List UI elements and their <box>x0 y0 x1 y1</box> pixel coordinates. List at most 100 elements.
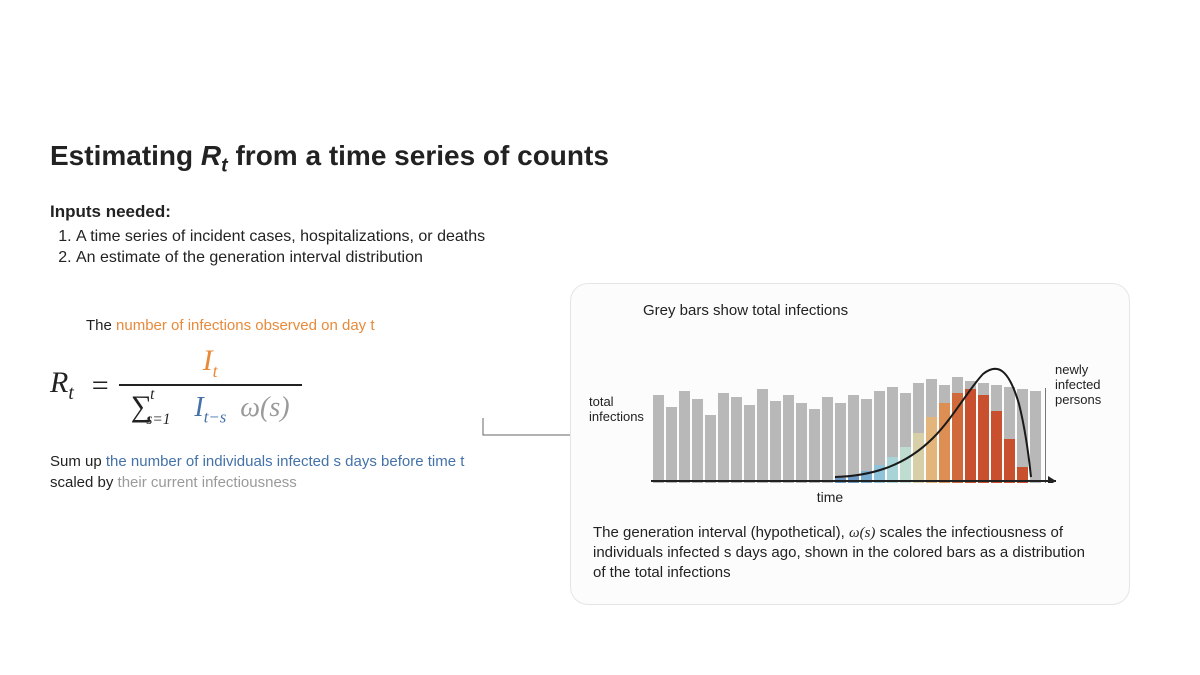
bar-grey <box>796 403 807 483</box>
eq-den-I: It−s <box>194 392 226 428</box>
bar-container <box>1030 391 1041 483</box>
eq-bottom-prefix: Sum up <box>50 453 106 470</box>
bar-container <box>1004 387 1015 483</box>
eq-equals: = <box>92 369 109 403</box>
bar-container <box>991 385 1002 483</box>
bar-container <box>887 387 898 483</box>
bar-container <box>952 377 963 483</box>
title-prefix: Estimating <box>50 140 201 171</box>
eq-num-sub: t <box>213 361 218 381</box>
bar-container <box>809 409 820 483</box>
eq-den-I-sub: t−s <box>204 407 227 426</box>
chart-caption: The generation interval (hypothetical), … <box>593 523 1093 584</box>
bar-row <box>653 377 1041 483</box>
bar-colored-overlay <box>861 471 872 483</box>
bar-container <box>796 403 807 483</box>
content-row: The number of infections observed on day… <box>50 283 1150 605</box>
title-suffix: from a time series of counts <box>228 140 609 171</box>
eq-top-prefix: The <box>86 317 116 334</box>
bar-colored-overlay <box>939 403 950 483</box>
chart-ylabel-right: newly infected persons <box>1055 363 1111 408</box>
bar-container <box>666 407 677 483</box>
inputs-item: A time series of incident cases, hospita… <box>76 226 1150 248</box>
bar-grey <box>1030 391 1041 483</box>
inputs-item: An estimate of the generation interval d… <box>76 247 1150 269</box>
chart-title: Grey bars show total infections <box>643 302 1107 319</box>
bar-colored-overlay <box>1004 439 1015 483</box>
bar-grey <box>783 395 794 483</box>
eq-lhs: Rt <box>50 366 74 405</box>
chart-area: total infections newly infected persons <box>593 333 1107 483</box>
inputs-list: A time series of incident cases, hospita… <box>76 226 1150 269</box>
bar-colored-overlay <box>887 457 898 483</box>
bar-colored-overlay <box>1017 467 1028 483</box>
eq-den-I-var: I <box>194 392 203 423</box>
bar-container <box>926 379 937 483</box>
bar-grey <box>770 401 781 483</box>
eq-lhs-var: R <box>50 366 68 399</box>
bar-container <box>848 395 859 483</box>
eq-sum: ∑ts=1 <box>131 390 181 424</box>
bar-container <box>783 395 794 483</box>
bar-grey <box>809 409 820 483</box>
bar-container <box>822 397 833 483</box>
bar-grey <box>731 397 742 483</box>
bar-colored-overlay <box>848 475 859 483</box>
bar-colored-overlay <box>952 393 963 483</box>
bar-container <box>692 399 703 483</box>
bar-grey <box>705 415 716 483</box>
bar-grey <box>679 391 690 483</box>
bar-grey <box>835 403 846 483</box>
bar-grey <box>822 397 833 483</box>
bar-grey <box>653 395 664 483</box>
bar-container <box>900 393 911 483</box>
bar-grey <box>848 395 859 483</box>
rt-equation: Rt = It ∑ts=1 It−s ω(s) <box>50 344 550 428</box>
eq-num-var: I <box>203 344 213 377</box>
bar-grey <box>744 405 755 483</box>
bar-colored-overlay <box>900 447 911 483</box>
caption-pre: The generation interval (hypothetical), <box>593 524 849 541</box>
bar-container <box>835 403 846 483</box>
equation-bottom-label: Sum up the number of individuals infecte… <box>50 451 470 493</box>
bar-grey <box>692 399 703 483</box>
chart-xlabel: time <box>553 489 1107 505</box>
inputs-heading: Inputs needed: <box>50 202 1150 222</box>
bar-colored-overlay <box>991 411 1002 483</box>
bar-container <box>874 391 885 483</box>
bar-container <box>1017 389 1028 483</box>
bar-container <box>679 391 690 483</box>
title-rt-var: R <box>201 140 221 171</box>
newly-infected-divider <box>1045 388 1046 483</box>
slide-container: Estimating Rt from a time series of coun… <box>0 0 1200 605</box>
bar-grey <box>718 393 729 483</box>
eq-bottom-mid: scaled by <box>50 474 118 491</box>
bar-container <box>731 397 742 483</box>
eq-bottom-grey: their current infectiousness <box>118 474 297 491</box>
slide-title: Estimating Rt from a time series of coun… <box>50 140 1150 178</box>
bar-colored-overlay <box>965 389 976 483</box>
bar-colored-overlay <box>874 465 885 483</box>
chart-card: Grey bars show total infections total in… <box>570 283 1130 605</box>
eq-bottom-blue: the number of individuals infected s day… <box>106 453 465 470</box>
eq-sum-sub: s=1 <box>146 411 170 428</box>
bar-container <box>705 415 716 483</box>
bar-colored-overlay <box>926 417 937 483</box>
bar-grey <box>757 389 768 483</box>
chart-column: Grey bars show total infections total in… <box>550 283 1150 605</box>
bar-container <box>757 389 768 483</box>
bar-container <box>653 395 664 483</box>
bar-container <box>861 399 872 483</box>
bar-container <box>744 405 755 483</box>
eq-numerator: It <box>185 344 236 384</box>
equation-column: The number of infections observed on day… <box>50 283 550 605</box>
bar-container <box>718 393 729 483</box>
bar-colored-overlay <box>835 478 846 483</box>
eq-top-highlight: number of infections observed on day t <box>116 317 375 334</box>
bar-container <box>913 383 924 483</box>
bar-colored-overlay <box>978 395 989 483</box>
eq-fraction: It ∑ts=1 It−s ω(s) <box>119 344 302 428</box>
equation-top-label: The number of infections observed on day… <box>86 317 550 334</box>
bar-container <box>770 401 781 483</box>
bar-container <box>965 381 976 483</box>
